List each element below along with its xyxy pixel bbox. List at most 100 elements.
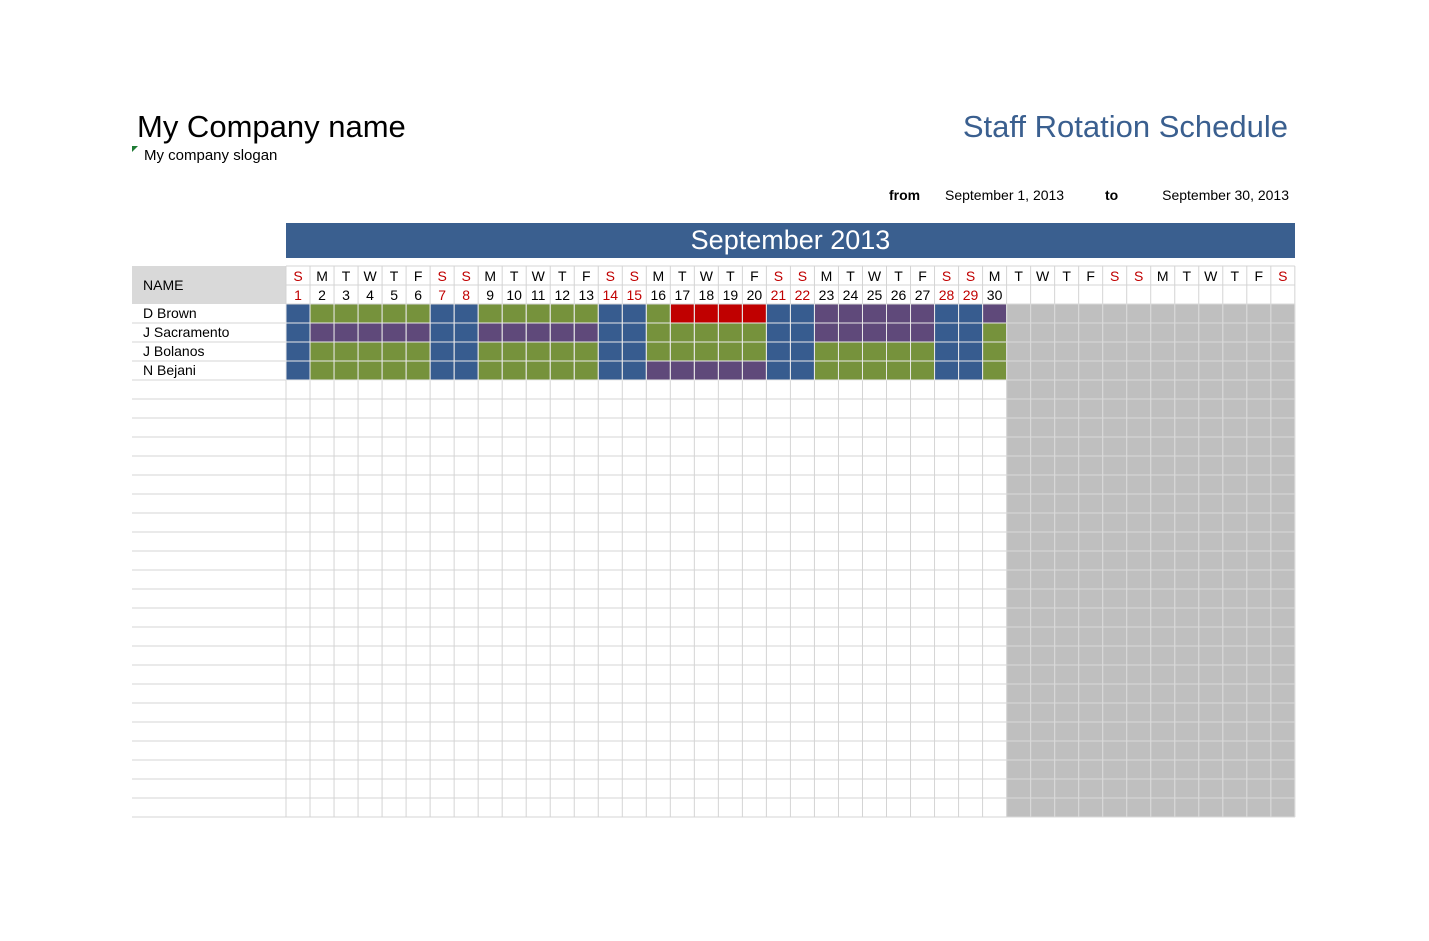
shift-cell[interactable] (358, 342, 383, 361)
shift-cell[interactable] (838, 304, 863, 323)
shift-cell[interactable] (670, 342, 695, 361)
shift-cell[interactable] (646, 304, 671, 323)
shift-cell[interactable] (838, 342, 863, 361)
shift-cell[interactable] (334, 361, 359, 380)
shift-cell[interactable] (790, 304, 815, 323)
shift-cell[interactable] (814, 304, 839, 323)
shift-cell[interactable] (910, 304, 935, 323)
shift-cell[interactable] (670, 304, 695, 323)
shift-cell[interactable] (430, 342, 455, 361)
shift-cell[interactable] (382, 323, 407, 342)
shift-cell[interactable] (598, 342, 623, 361)
shift-cell[interactable] (334, 304, 359, 323)
shift-cell[interactable] (910, 361, 935, 380)
shift-cell[interactable] (790, 342, 815, 361)
shift-cell[interactable] (958, 304, 983, 323)
shift-cell[interactable] (886, 361, 911, 380)
shift-cell[interactable] (310, 323, 335, 342)
shift-cell[interactable] (790, 323, 815, 342)
shift-cell[interactable] (694, 323, 719, 342)
shift-cell[interactable] (622, 361, 647, 380)
shift-cell[interactable] (430, 304, 455, 323)
shift-cell[interactable] (958, 323, 983, 342)
shift-cell[interactable] (886, 342, 911, 361)
shift-cell[interactable] (478, 304, 503, 323)
shift-cell[interactable] (622, 323, 647, 342)
shift-cell[interactable] (454, 361, 479, 380)
shift-cell[interactable] (934, 361, 959, 380)
shift-cell[interactable] (694, 361, 719, 380)
shift-cell[interactable] (718, 304, 743, 323)
shift-cell[interactable] (574, 304, 599, 323)
shift-cell[interactable] (526, 342, 551, 361)
shift-cell[interactable] (646, 361, 671, 380)
shift-cell[interactable] (982, 323, 1007, 342)
shift-cell[interactable] (862, 342, 887, 361)
shift-cell[interactable] (574, 342, 599, 361)
shift-cell[interactable] (358, 304, 383, 323)
shift-cell[interactable] (934, 304, 959, 323)
shift-cell[interactable] (814, 342, 839, 361)
shift-cell[interactable] (334, 323, 359, 342)
shift-cell[interactable] (550, 342, 575, 361)
shift-cell[interactable] (310, 361, 335, 380)
shift-cell[interactable] (406, 323, 431, 342)
shift-cell[interactable] (886, 323, 911, 342)
shift-cell[interactable] (910, 323, 935, 342)
shift-cell[interactable] (982, 361, 1007, 380)
shift-cell[interactable] (502, 304, 527, 323)
shift-cell[interactable] (382, 342, 407, 361)
shift-cell[interactable] (526, 361, 551, 380)
shift-cell[interactable] (478, 342, 503, 361)
shift-cell[interactable] (382, 361, 407, 380)
shift-cell[interactable] (934, 342, 959, 361)
shift-cell[interactable] (958, 361, 983, 380)
shift-cell[interactable] (982, 304, 1007, 323)
shift-cell[interactable] (574, 361, 599, 380)
to-date[interactable]: September 30, 2013 (1162, 187, 1289, 203)
staff-name[interactable]: J Sacramento (143, 324, 230, 340)
shift-cell[interactable] (718, 323, 743, 342)
shift-cell[interactable] (718, 342, 743, 361)
shift-cell[interactable] (934, 323, 959, 342)
shift-cell[interactable] (718, 361, 743, 380)
shift-cell[interactable] (430, 323, 455, 342)
shift-cell[interactable] (598, 323, 623, 342)
staff-name[interactable]: N Bejani (143, 362, 196, 378)
shift-cell[interactable] (454, 342, 479, 361)
shift-cell[interactable] (574, 323, 599, 342)
shift-cell[interactable] (598, 304, 623, 323)
shift-cell[interactable] (502, 361, 527, 380)
shift-cell[interactable] (478, 323, 503, 342)
shift-cell[interactable] (742, 342, 767, 361)
shift-cell[interactable] (502, 323, 527, 342)
shift-cell[interactable] (742, 323, 767, 342)
shift-cell[interactable] (286, 304, 311, 323)
shift-cell[interactable] (550, 361, 575, 380)
shift-cell[interactable] (454, 323, 479, 342)
shift-cell[interactable] (310, 342, 335, 361)
shift-cell[interactable] (406, 342, 431, 361)
shift-cell[interactable] (742, 304, 767, 323)
shift-cell[interactable] (382, 304, 407, 323)
shift-cell[interactable] (838, 361, 863, 380)
shift-cell[interactable] (862, 323, 887, 342)
shift-cell[interactable] (622, 342, 647, 361)
shift-cell[interactable] (958, 342, 983, 361)
shift-cell[interactable] (454, 304, 479, 323)
shift-cell[interactable] (526, 304, 551, 323)
shift-cell[interactable] (358, 361, 383, 380)
staff-name[interactable]: D Brown (143, 305, 197, 321)
shift-cell[interactable] (742, 361, 767, 380)
shift-cell[interactable] (526, 323, 551, 342)
shift-cell[interactable] (814, 323, 839, 342)
shift-cell[interactable] (406, 361, 431, 380)
shift-cell[interactable] (646, 342, 671, 361)
shift-cell[interactable] (286, 342, 311, 361)
shift-cell[interactable] (286, 323, 311, 342)
shift-cell[interactable] (622, 304, 647, 323)
staff-name[interactable]: J Bolanos (143, 343, 205, 359)
shift-cell[interactable] (814, 361, 839, 380)
shift-cell[interactable] (886, 304, 911, 323)
